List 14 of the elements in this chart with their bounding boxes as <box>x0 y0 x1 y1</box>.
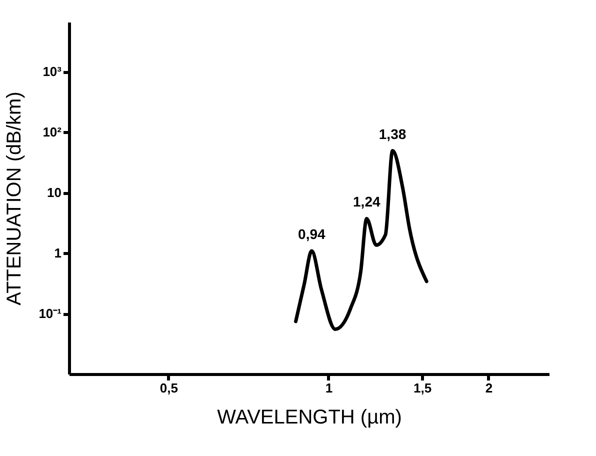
x-axis-title: WAVELENGTH (µm) <box>217 406 402 428</box>
x-tick-label: 1 <box>325 380 333 396</box>
y-tick-label: 10 <box>47 185 62 200</box>
x-tick-label: 2 <box>485 380 493 396</box>
annotation: 1,38 <box>378 126 406 142</box>
annotation: 0,94 <box>298 226 326 242</box>
annotation: 1,24 <box>353 194 380 210</box>
y-tick-label: 10³ <box>42 64 62 80</box>
x-tick-label: 0,5 <box>160 380 178 396</box>
y-tick-label: 10⁻¹ <box>38 306 62 322</box>
y-axis-title: ATTENUATION (dB/km) <box>4 92 26 306</box>
y-tick-label: 1 <box>54 246 62 261</box>
x-tick-label: 1,5 <box>413 380 432 396</box>
y-tick-label: 10² <box>42 124 62 140</box>
